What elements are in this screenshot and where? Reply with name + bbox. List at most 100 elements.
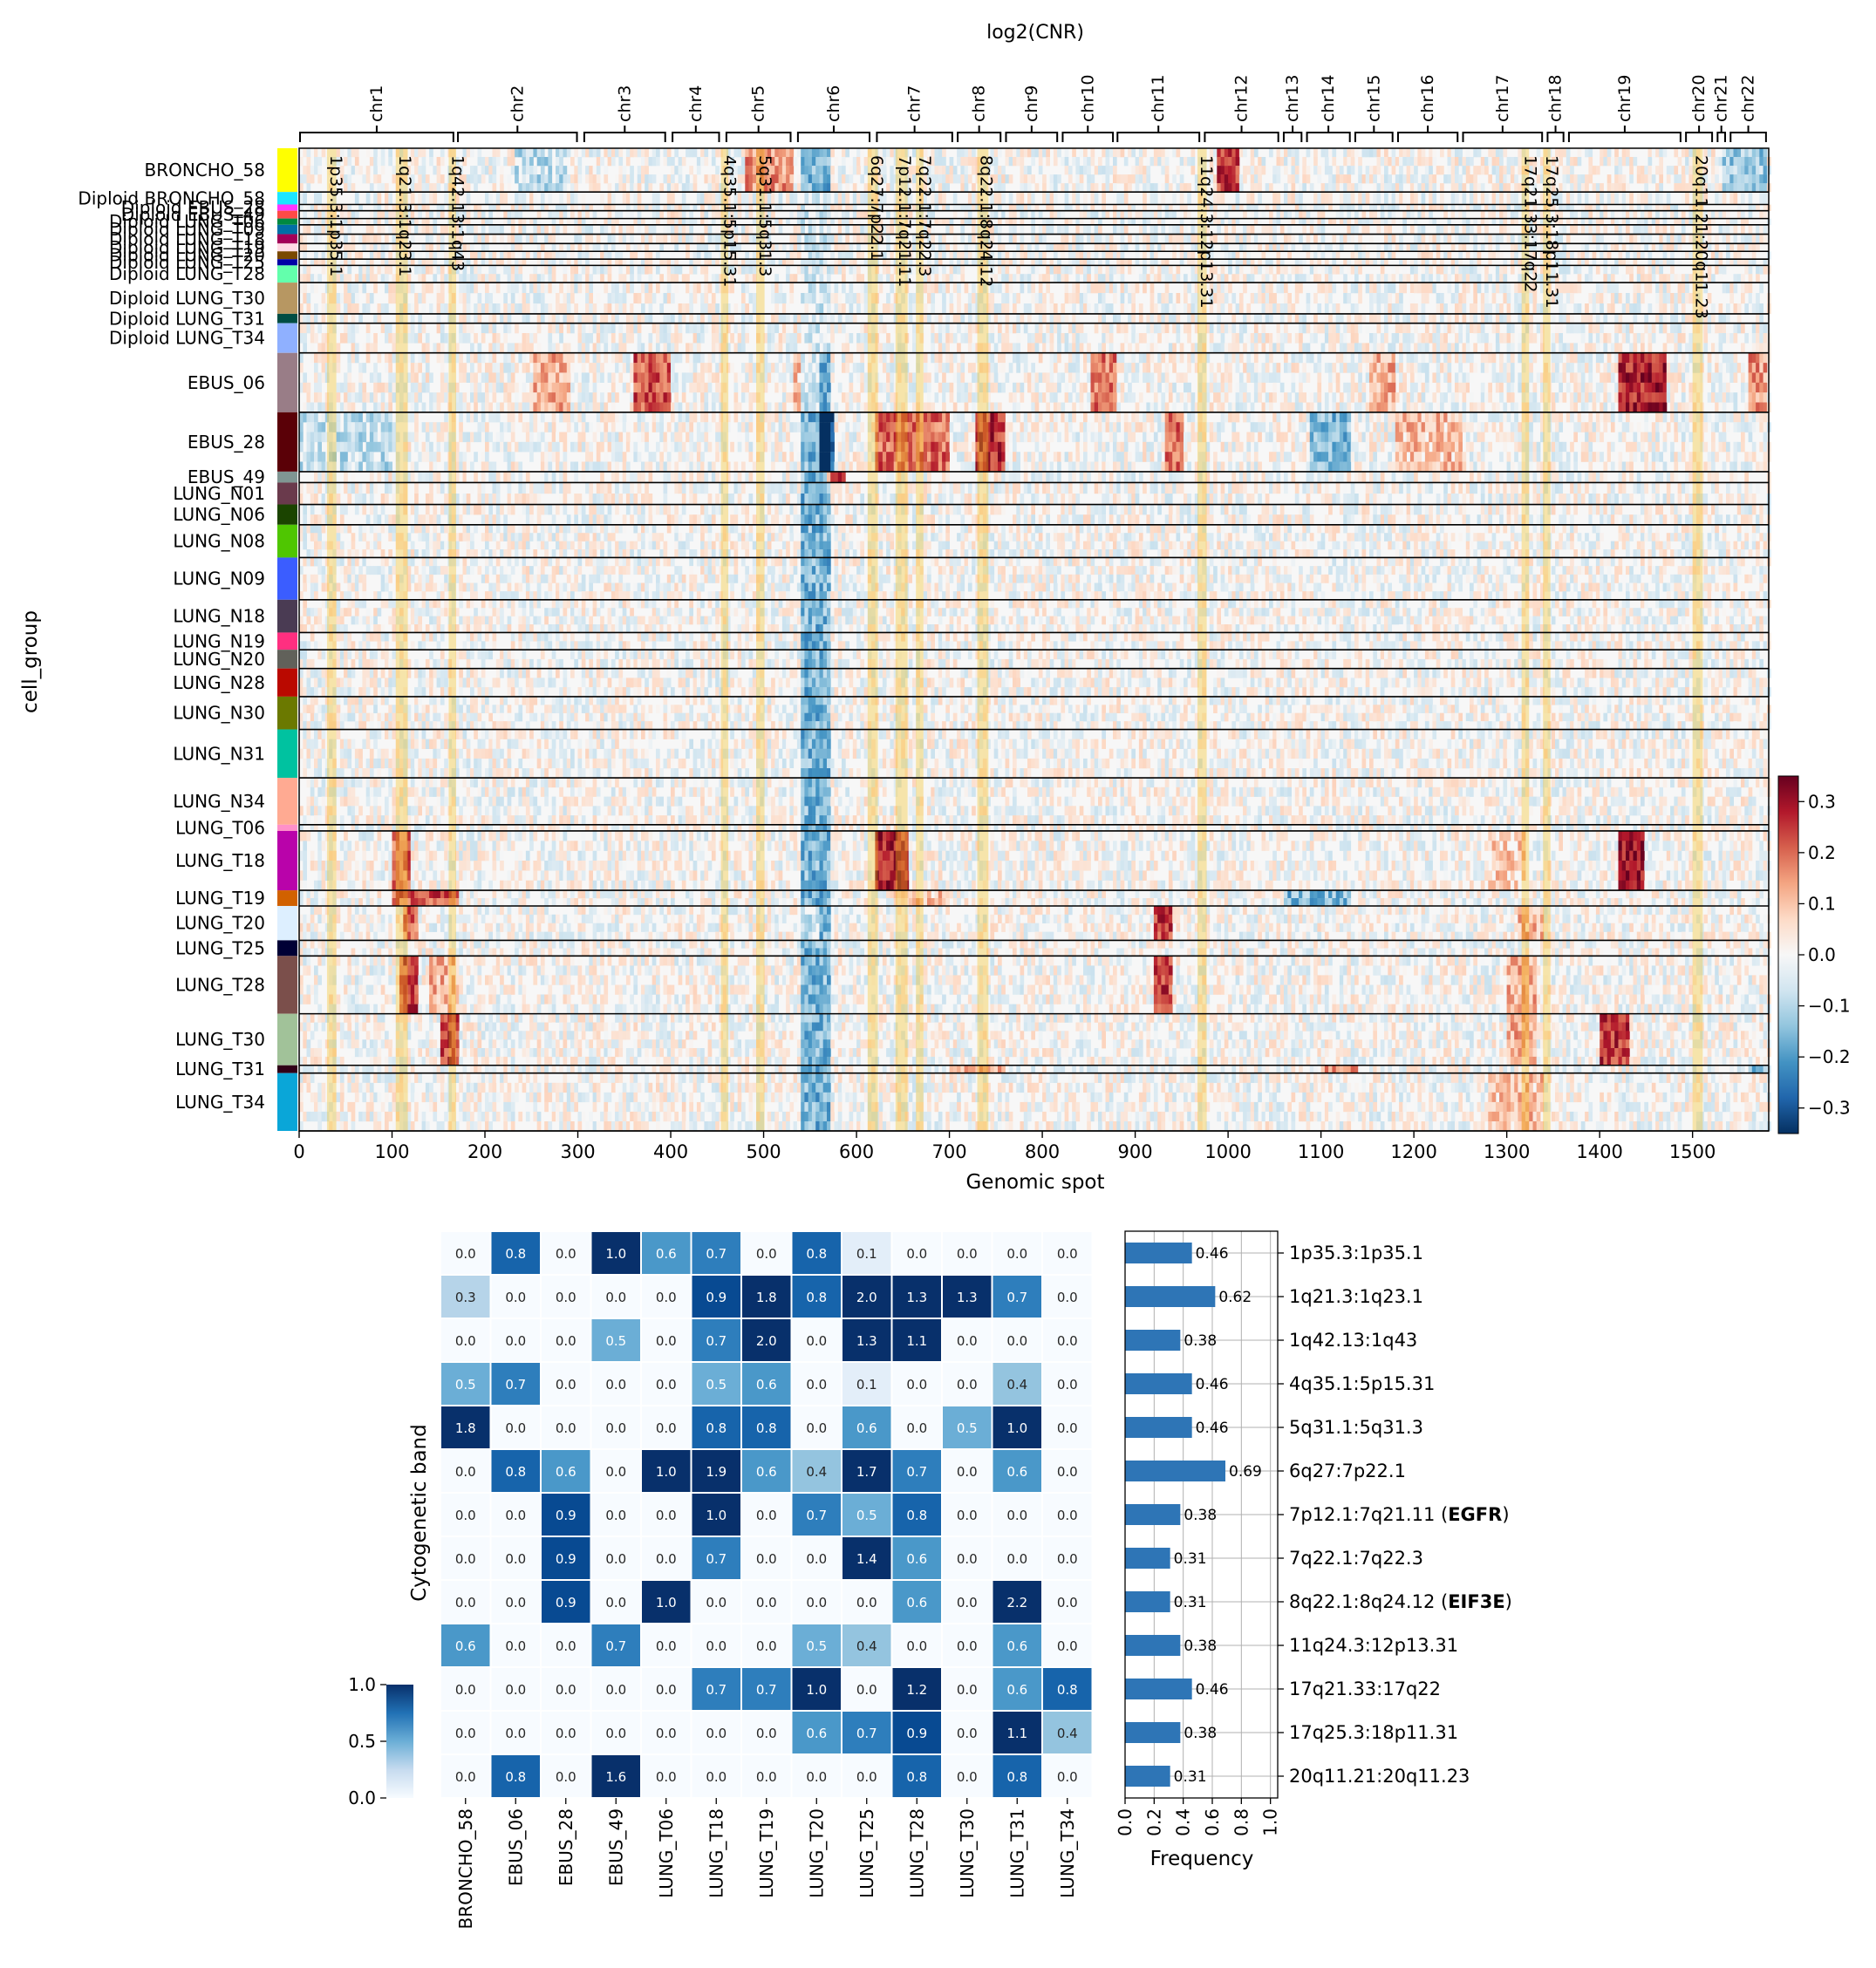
heatmap-cell [459,313,463,323]
heatmap-cell [344,303,348,315]
heatmap-cell [1376,166,1381,175]
heatmap-cell [1443,234,1448,244]
heatmap-cell [1238,234,1244,244]
heatmap-cell [901,204,905,211]
heatmap-cell [1592,234,1597,244]
heatmap-cell [834,283,839,294]
chromosome-bracket [1716,132,1727,142]
heatmap-cell [1243,174,1247,184]
heatmap-cell [786,166,790,175]
heatmap-cell [1518,265,1523,275]
heatmap-cell [365,224,371,235]
heatmap-cell [365,148,371,158]
heatmap-cell [607,234,612,244]
heatmap-cell [1529,218,1533,226]
heatmap-cell [801,293,805,304]
heatmap-cell [1328,265,1333,275]
heatmap-cell [1209,243,1214,252]
heatmap-cell [752,148,757,158]
heatmap-cell [485,303,489,315]
heatmap-cell [811,265,816,275]
heatmap-cell [1759,210,1763,219]
heatmap-cell [656,210,660,219]
heatmap-cell [410,313,415,323]
heatmap-cell [1540,243,1545,252]
heatmap-cell [1258,174,1262,184]
heatmap-cell [1677,283,1682,294]
heatmap-cell [1294,174,1300,184]
heatmap-cell [1610,274,1615,283]
heatmap-cell [1317,283,1322,294]
heatmap-cell [659,293,664,304]
heatmap-cell [1143,192,1147,205]
heatmap-cell [1636,218,1641,226]
heatmap-cell [1641,210,1645,219]
heatmap-cell [1087,234,1091,244]
heatmap-cell [1670,243,1675,252]
heatmap-cell [314,274,318,283]
heatmap-cell [551,259,556,266]
heatmap-cell [574,303,578,315]
heatmap-cell [1347,224,1352,235]
heatmap-cell [548,251,553,260]
heatmap-cell [875,293,880,304]
heatmap-cell [1168,224,1173,235]
heatmap-cell [1600,148,1604,158]
heatmap-cell [1194,303,1199,315]
heatmap-cell [1135,251,1140,260]
heatmap-cell [1217,183,1221,193]
heatmap-cell [804,192,809,205]
heatmap-cell [793,210,798,219]
heatmap-cell [1120,303,1125,315]
heatmap-cell [317,234,322,244]
heatmap-cell [1718,251,1723,260]
heatmap-cell [474,174,478,184]
heatmap-cell [392,166,397,175]
heatmap-cell [696,243,701,252]
heatmap-cell [1443,303,1448,315]
heatmap-cell [377,192,382,205]
heatmap-cell [715,274,720,283]
heatmap-cell [1020,283,1025,294]
heatmap-cell [306,303,311,315]
heatmap-cell [1621,148,1627,158]
heatmap-cell [960,234,965,244]
heatmap-cell [1253,204,1259,211]
heatmap-cell [1722,192,1727,205]
heatmap-cell [1547,183,1552,193]
heatmap-cell [585,174,590,184]
heatmap-cell [1365,274,1370,283]
heatmap-cell [604,174,609,184]
heatmap-cell [1302,218,1306,226]
heatmap-cell [1566,192,1571,205]
heatmap-cell [462,243,467,252]
heatmap-cell [1626,183,1630,193]
heatmap-cell [659,274,664,283]
heatmap-cell [1369,148,1374,158]
heatmap-cell [1440,183,1444,193]
heatmap-cell [1414,243,1418,252]
heatmap-cell [893,192,898,205]
heatmap-cell [730,166,734,175]
heatmap-cell [436,204,441,211]
heatmap-cell [1409,183,1415,193]
heatmap-cell [990,251,995,260]
heatmap-cell [574,313,578,323]
heatmap-cell [369,274,374,283]
heatmap-cell [1079,174,1084,184]
heatmap-cell [518,148,523,158]
heatmap-cell [856,303,861,315]
heatmap-cell [863,259,869,266]
heatmap-cell [1503,259,1508,266]
heatmap-cell [645,243,649,252]
heatmap-cell [938,183,943,193]
heatmap-cell [354,157,359,167]
heatmap-cell [518,303,523,315]
heatmap-cell [589,183,593,193]
heatmap-cell [1503,204,1508,211]
heatmap-cell [1733,234,1738,244]
heatmap-cell [1358,265,1362,275]
heatmap-cell [1395,174,1400,184]
heatmap-cell [1083,192,1088,205]
heatmap-cell [1299,204,1303,211]
